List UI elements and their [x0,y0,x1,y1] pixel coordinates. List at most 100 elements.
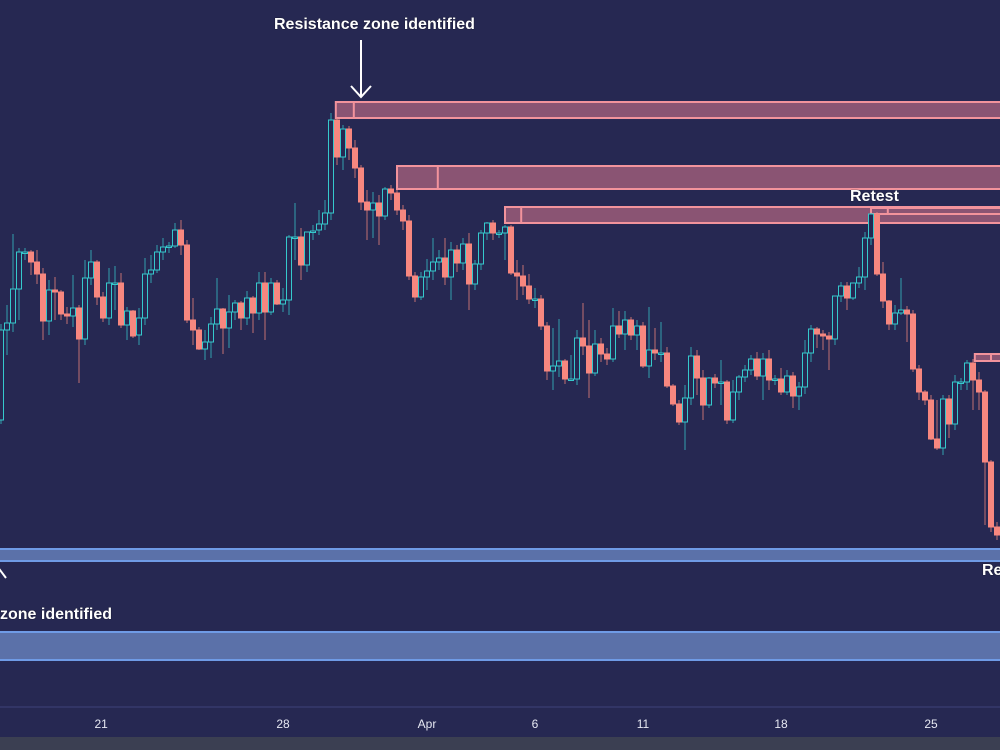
candle [340,125,346,170]
candle-body [946,398,952,425]
resistance-zone[interactable] [973,353,1000,362]
candle-body [244,297,250,319]
candle-body [172,229,178,247]
resistance-zone[interactable] [334,101,1000,119]
candle [802,340,808,394]
x-tick-label: Apr [417,717,437,731]
candle [850,282,856,300]
resistance-zone[interactable] [396,165,1000,190]
resistance-arrow-icon [350,40,372,99]
candle [754,352,760,380]
candle-body [286,236,292,301]
candle [706,377,712,408]
resistance-zone-box[interactable] [870,207,1000,215]
candle [214,278,220,330]
candle [244,291,250,325]
candle-body [820,333,826,337]
candle-body [982,391,988,463]
candle-body [406,220,412,277]
candle-body [682,397,688,423]
candle [160,238,166,260]
candle [898,278,904,315]
time-axis[interactable]: 21 28 Apr 6 11 18 25 [0,706,1000,739]
candle [442,238,448,285]
candle-body [760,358,766,377]
candle-body [322,212,328,225]
candle [184,240,190,323]
resistance-zone-box[interactable] [334,101,1000,119]
support-zone-box[interactable] [0,548,1000,562]
candle [376,195,382,245]
candle-body [316,223,322,231]
candle-body [394,192,400,211]
candle-body [952,381,958,425]
candle-body [994,526,1000,536]
candle [982,390,988,525]
candle-body [460,243,466,264]
candle-body [250,297,256,314]
candle [10,234,16,332]
candle [118,273,124,328]
support-zone[interactable] [0,548,1000,562]
candle [928,395,934,440]
candle [688,347,694,405]
candle [994,522,1000,540]
x-tick-label: 28 [276,717,290,731]
candle-body [796,386,802,397]
candle-body [382,188,388,217]
candle [856,267,862,288]
candle [598,338,604,362]
candle [526,274,532,304]
candle [484,222,490,240]
candlestick-chart[interactable] [0,0,1000,706]
candle-body [568,378,574,381]
support-annotation: zone identified [0,606,112,623]
candle-body [586,345,592,374]
candle [646,307,652,378]
candle [82,260,88,345]
candle-body [676,403,682,423]
candle [52,277,58,320]
candle-body [106,282,112,319]
candle-body [730,391,736,421]
resistance-zone[interactable] [870,207,1000,215]
candle [604,348,610,365]
candle [766,350,772,390]
candle-body [670,385,676,405]
candle [436,250,442,270]
candle-body [484,222,490,234]
candle-body [136,317,142,336]
candle [466,233,472,310]
support-zone-box[interactable] [0,631,1000,661]
candle-body [604,353,610,360]
candle-body [736,376,742,393]
candle [22,248,28,260]
support-zone[interactable] [0,631,1000,661]
candle [964,360,970,390]
candle [868,213,874,245]
candle-body [280,299,286,305]
resistance-zone-box[interactable] [396,165,1000,190]
candle [700,370,706,420]
candle-body [880,273,886,302]
candle [250,296,256,333]
candle-body [478,232,484,265]
candle [652,328,658,360]
candle-body [556,360,562,367]
candle [316,210,322,235]
candle-body [598,343,604,355]
resistance-zone-box[interactable] [973,353,1000,362]
candle [760,353,766,400]
candle-body [76,307,82,340]
candle [862,232,868,290]
candle-body [352,147,358,169]
candle [532,288,538,308]
candle-body [346,128,352,149]
candle [496,230,502,238]
candle [478,230,484,270]
candle [310,225,316,240]
candle-body [508,226,514,274]
candle [454,245,460,272]
candle-body [46,289,52,322]
candle-body [442,257,448,278]
